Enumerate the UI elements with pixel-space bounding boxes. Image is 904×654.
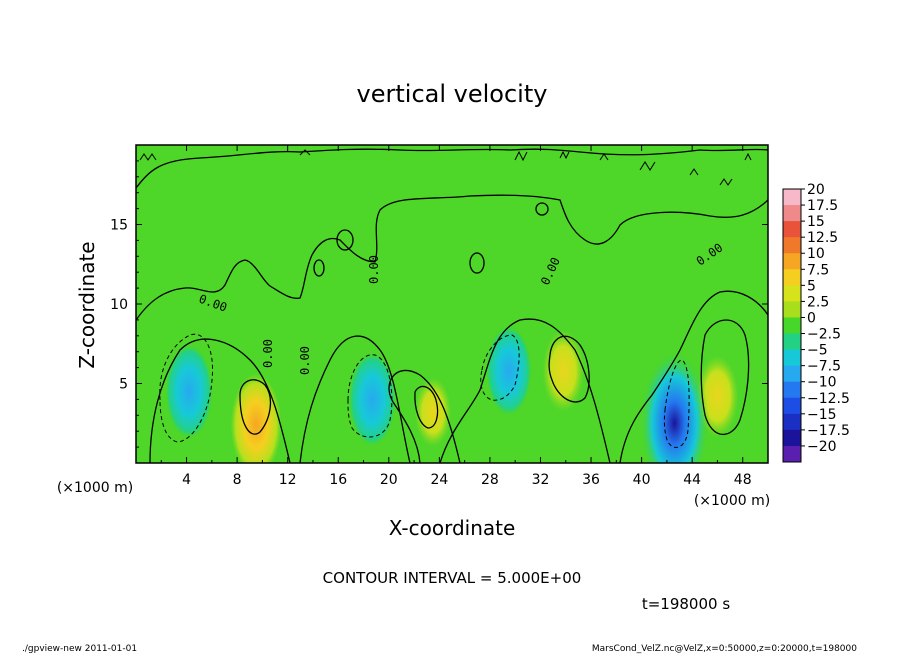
- velocity-cell: [542, 329, 585, 412]
- contour-interval: CONTOUR INTERVAL = 5.000E+00: [323, 569, 582, 587]
- colorbar-swatch: [783, 429, 801, 447]
- x-tick-label: 4: [182, 472, 191, 488]
- x-tick-label: 20: [380, 472, 398, 488]
- y-axis: 5 10 15: [110, 160, 768, 448]
- colorbar-swatch: [783, 381, 801, 399]
- y-axis-label: Z-coordinate: [75, 241, 99, 368]
- colorbar: 2017.51512.5107.552.50−2.5−5−7.5−10−12.5…: [782, 182, 850, 463]
- colorbar-swatch: [783, 397, 801, 415]
- colorbar-label: 15: [807, 214, 825, 230]
- colorbar-label: −12.5: [807, 391, 850, 407]
- colorbar-label: −2.5: [807, 327, 841, 343]
- negative-contours: [159, 333, 690, 448]
- colorbar-swatch: [783, 317, 801, 335]
- plot-field: 0.00 0.00 0.00 0.00 0.00 0.00: [136, 145, 768, 463]
- contour-label-group: 0.00 0.00 0.00 0.00 0.00 0.00: [197, 240, 725, 375]
- x-tick-label: 16: [329, 472, 347, 488]
- x-tick-label: 24: [430, 472, 448, 488]
- velocity-cell: [486, 325, 532, 416]
- velocity-cell: [165, 344, 213, 439]
- contour-lines: [136, 148, 768, 463]
- colorbar-label: −5: [807, 343, 828, 359]
- colorbar-label: −17.5: [807, 423, 850, 439]
- velocity-cell: [348, 352, 397, 447]
- colorbar-swatch: [783, 237, 801, 254]
- colorbar-swatch: [783, 365, 801, 383]
- colorbar-label: −15: [807, 407, 837, 423]
- colorbar-swatch: [783, 189, 801, 206]
- colorbar-label: 7.5: [807, 262, 829, 278]
- x-axis: 4 8 12 16 20 24 28 32 36 40 44 48: [160, 145, 752, 488]
- y-tick-label: 10: [110, 297, 128, 313]
- footer-left: ./gpview-new 2011-01-01: [22, 644, 137, 654]
- colorbar-label: 17.5: [807, 198, 838, 214]
- colorbar-label: 0: [807, 310, 816, 326]
- time-stamp: t=198000 s: [642, 595, 730, 613]
- y-tick-label: 5: [119, 377, 128, 393]
- colorbar-label: 12.5: [807, 230, 838, 246]
- x-tick-label: 28: [481, 472, 499, 488]
- colorbar-label: −7.5: [807, 359, 841, 375]
- colorbar-label: 10: [807, 246, 825, 262]
- x-axis-label: X-coordinate: [389, 516, 516, 540]
- colorbar-label: 2.5: [807, 294, 829, 310]
- contour-label: 0.00: [367, 255, 381, 284]
- x-tick-label: 32: [532, 472, 550, 488]
- x-tick-label: 36: [582, 472, 600, 488]
- velocity-cell: [414, 377, 452, 447]
- contour-noise: [139, 149, 752, 186]
- x-unit-right: (×1000 m): [694, 493, 770, 509]
- colorbar-swatch: [783, 333, 801, 351]
- colorbar-swatch: [783, 269, 801, 286]
- x-tick-label: 12: [279, 472, 297, 488]
- x-tick-label: 48: [734, 472, 752, 488]
- velocity-features: [165, 325, 739, 463]
- colorbar-label: 20: [807, 182, 825, 198]
- colorbar-swatch: [783, 205, 801, 222]
- x-tick-label: 8: [233, 472, 242, 488]
- colorbar-swatch: [783, 301, 801, 318]
- colorbar-swatch: [783, 349, 801, 367]
- colorbar-label: −10: [807, 375, 837, 391]
- colorbar-swatch: [783, 221, 801, 238]
- contour-label: 0.00: [298, 346, 312, 375]
- y-tick-label: 15: [110, 218, 128, 234]
- colorbar-swatch: [783, 253, 801, 270]
- colorbar-swatch: [783, 285, 801, 302]
- colorbar-label: −20: [807, 439, 837, 455]
- x-tick-label: 44: [683, 472, 701, 488]
- contour-label: 0.00: [261, 339, 275, 368]
- footer-right: MarsCond_VelZ.nc@VelZ,x=0:50000,z=0:2000…: [592, 644, 857, 654]
- colorbar-label: 5: [807, 278, 816, 294]
- velocity-cell: [639, 350, 709, 463]
- chart-title: vertical velocity: [357, 80, 548, 108]
- velocity-cell: [230, 373, 282, 463]
- x-tick-label: 40: [633, 472, 651, 488]
- x-unit-left: (×1000 m): [57, 480, 133, 496]
- colorbar-frame: [782, 188, 802, 463]
- colorbar-swatch: [783, 413, 801, 431]
- colorbar-swatch: [783, 445, 801, 463]
